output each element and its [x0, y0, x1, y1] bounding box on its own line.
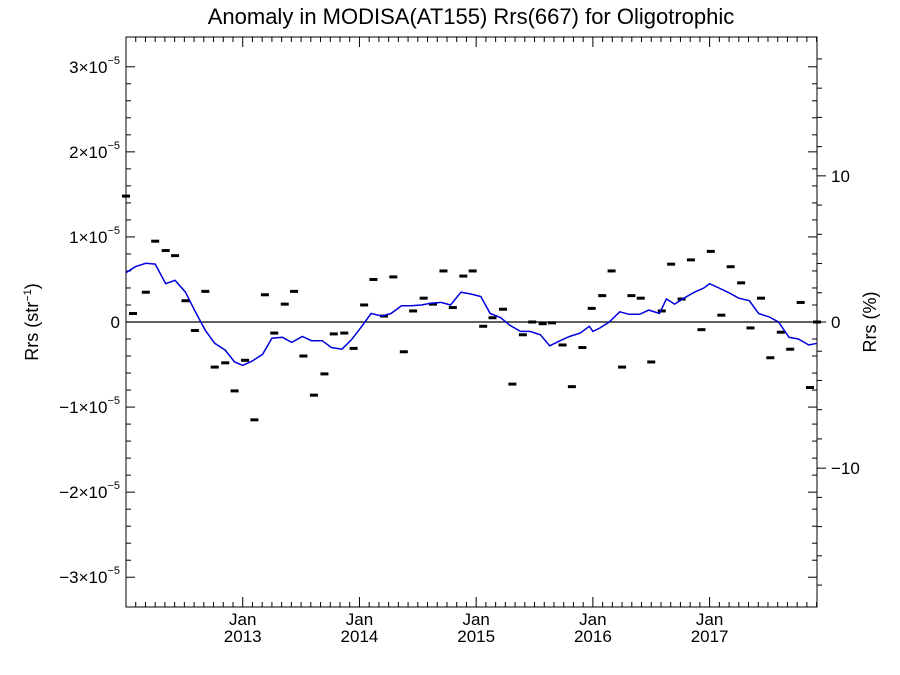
anomaly-point: [221, 361, 230, 365]
anomaly-point: [776, 330, 785, 334]
anomaly-point: [813, 320, 821, 324]
anomaly-point: [129, 311, 138, 315]
anomaly-point: [389, 275, 398, 279]
anomaly-point: [299, 354, 308, 358]
anomaly-point: [618, 365, 627, 369]
right-y-axis: 10 0 −10: [817, 58, 860, 586]
anomaly-point: [488, 316, 497, 320]
anomaly-point: [290, 289, 299, 293]
anomaly-point: [578, 346, 587, 350]
anomaly-point: [230, 389, 239, 393]
anomaly-point: [428, 302, 437, 306]
anomaly-point: [518, 333, 527, 337]
anomaly-point: [270, 331, 279, 335]
anomaly-point: [320, 372, 329, 376]
anomaly-point: [667, 262, 676, 266]
right-tick-label: 0: [831, 313, 840, 332]
anomaly-point: [737, 281, 746, 285]
smoothed-anomaly-line: [125, 262, 818, 367]
anomaly-point: [746, 326, 755, 330]
anomaly-point: [647, 360, 656, 364]
anomaly-point: [171, 254, 180, 258]
anomaly-point: [726, 265, 735, 269]
anomaly-point: [439, 269, 448, 273]
anomaly-point: [538, 322, 547, 326]
anomaly-point: [717, 313, 726, 317]
left-tick-label: 2×10−5: [69, 140, 120, 162]
left-tick-label: −3×10−5: [59, 565, 120, 587]
anomaly-point: [260, 293, 269, 297]
anomaly-point: [241, 358, 250, 362]
anomaly-point: [122, 194, 130, 198]
anomaly-point: [786, 347, 795, 351]
anomaly-point: [201, 289, 210, 293]
anomaly-point: [627, 294, 636, 298]
left-tick-label: 3×10−5: [69, 55, 120, 77]
anomaly-point: [598, 294, 607, 298]
anomaly-point: [329, 332, 338, 336]
anomaly-point: [349, 346, 358, 350]
anomaly-point: [636, 296, 645, 300]
anomaly-point: [181, 299, 190, 303]
anomaly-point: [528, 320, 537, 324]
x-tick-year: 2016: [574, 627, 612, 646]
left-tick-label: 0: [111, 313, 120, 332]
anomaly-point: [448, 306, 457, 310]
x-tick-month: Jan: [462, 610, 489, 629]
anomaly-point: [340, 331, 349, 335]
anomaly-point: [766, 356, 775, 360]
x-tick-year: 2015: [457, 627, 495, 646]
right-y-axis-label: Rrs (%): [860, 292, 880, 353]
left-y-axis: 3×10−5 2×10−5 1×10−5 0 −1×10−5 −2×10−5 −3×10−5: [59, 55, 817, 587]
anomaly-point: [459, 274, 468, 278]
anomaly-point: [161, 249, 170, 253]
chart-title: Anomaly in MODISA(AT155) Rrs(667) for Ol…: [208, 4, 735, 29]
anomaly-point: [657, 309, 666, 313]
anomaly-point: [369, 277, 378, 281]
anomaly-points: [122, 194, 821, 422]
anomaly-point: [479, 324, 488, 328]
anomaly-point: [548, 321, 557, 325]
anomaly-point: [508, 382, 517, 386]
x-tick-month: Jan: [579, 610, 606, 629]
anomaly-point: [309, 393, 318, 397]
x-tick-year: 2014: [341, 627, 379, 646]
anomaly-point: [607, 269, 616, 273]
anomaly-point: [360, 303, 369, 307]
anomaly-point: [399, 350, 408, 354]
left-tick-label: −2×10−5: [59, 480, 120, 502]
x-tick-year: 2013: [224, 627, 262, 646]
anomaly-point: [706, 249, 715, 253]
anomaly-point: [567, 385, 576, 389]
x-tick-month: Jan: [696, 610, 723, 629]
anomaly-point: [210, 365, 219, 369]
anomaly-point: [558, 343, 567, 347]
anomaly-point: [468, 269, 477, 273]
x-tick-year: 2017: [691, 627, 729, 646]
anomaly-point: [805, 386, 814, 390]
anomaly-point: [796, 300, 805, 304]
x-tick-month: Jan: [346, 610, 373, 629]
anomaly-point: [587, 306, 596, 310]
left-tick-label: 1×10−5: [69, 225, 120, 247]
anomaly-point: [250, 418, 259, 422]
anomaly-point: [419, 296, 428, 300]
anomaly-point: [499, 307, 508, 311]
anomaly-point: [409, 309, 418, 313]
anomaly-point: [190, 329, 199, 333]
right-tick-label: −10: [831, 459, 860, 478]
left-tick-label: −1×10−5: [59, 395, 120, 417]
anomaly-point: [151, 239, 160, 243]
left-y-axis-label: Rrs (str−1): [22, 283, 42, 361]
anomaly-point: [141, 290, 150, 294]
right-tick-label: 10: [831, 167, 850, 186]
anomaly-point: [280, 302, 289, 306]
x-tick-month: Jan: [229, 610, 256, 629]
anomaly-point: [756, 296, 765, 300]
anomaly-point: [697, 328, 706, 332]
anomaly-point: [686, 258, 695, 262]
